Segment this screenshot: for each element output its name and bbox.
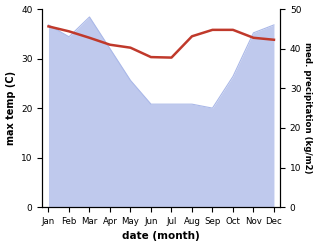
Y-axis label: max temp (C): max temp (C) (5, 71, 16, 145)
Y-axis label: med. precipitation (kg/m2): med. precipitation (kg/m2) (303, 42, 313, 174)
X-axis label: date (month): date (month) (122, 231, 200, 242)
